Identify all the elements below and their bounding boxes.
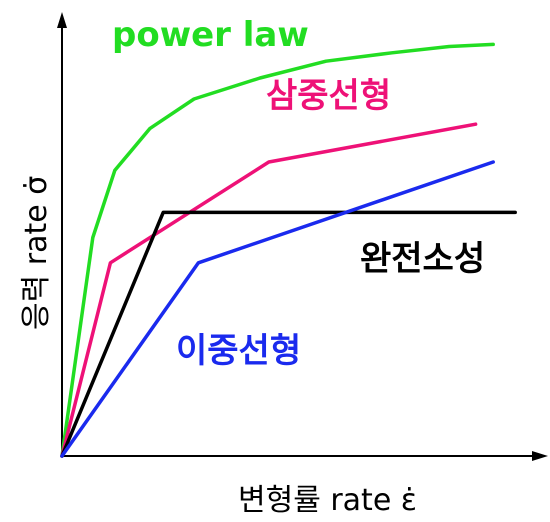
series-line-2 (60, 210, 517, 458)
series-label-trilinear: 삼중선형 (266, 76, 391, 116)
y-axis-label: 응력 rate σ̇ (19, 176, 54, 330)
series-label-bilinear: 이중선형 (176, 331, 301, 371)
x-axis-label: 변형률 rate ε̇ (238, 483, 417, 518)
series-line-0 (60, 42, 495, 458)
series-layer (60, 42, 517, 458)
series-label-power-law: power law (112, 15, 309, 55)
series-label-perfectly-plastic: 완전소성 (360, 239, 485, 279)
labels: power law 삼중선형 완전소성 이중선형 변형률 rate ε̇ 응력 … (19, 15, 485, 518)
y-axis-arrow (57, 12, 67, 28)
axes (57, 12, 548, 461)
x-axis-arrow (532, 451, 548, 461)
series-line-1 (60, 122, 478, 458)
series-line-3 (60, 160, 495, 458)
